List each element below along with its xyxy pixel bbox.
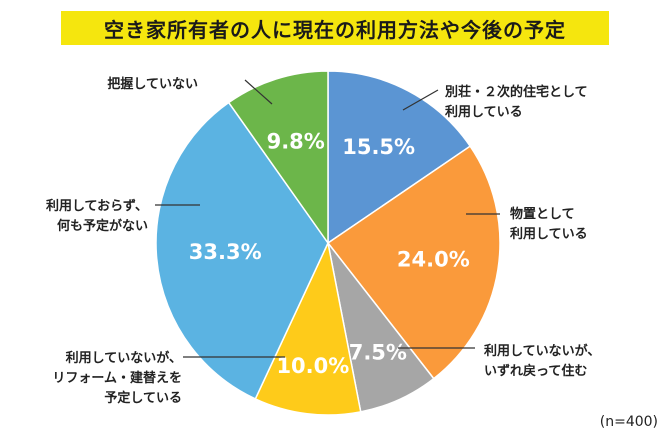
sample-size-note: (n=400) [599,414,658,430]
pie-slice [155,101,329,400]
slice-category-label: 物置として利用している [510,206,588,242]
callout-leader-line [402,89,439,111]
chart-title: 空き家所有者の人に現在の利用方法や今後の予定 [104,17,566,42]
slice-category-label: 把握していない [107,76,198,92]
callout-leader-line [244,79,273,105]
pie-slice [327,70,472,245]
pie-slice [254,240,362,416]
slice-percent-label: 24.0% [397,248,470,272]
slice-percent-label: 15.5% [342,135,415,159]
slice-category-label: 利用していないが、リフォーム・建替えを予定している [52,350,182,406]
slice-percent-label: 10.0% [276,354,349,378]
slice-category-label: 利用しておらず、何も予定がない [46,198,148,234]
slice-category-label: 利用していないが、いずれ戻って住む [484,343,600,379]
slice-category-label: 別荘・２次的住宅として利用している [444,84,588,120]
pie-slice [326,145,501,380]
chart-title-banner: 空き家所有者の人に現在の利用方法や今後の予定 [61,11,609,45]
pie-slice [227,70,329,246]
slice-percent-label: 33.3% [189,240,262,264]
slice-percent-label: 7.5% [349,341,407,365]
slice-percent-label: 9.8% [267,129,325,153]
